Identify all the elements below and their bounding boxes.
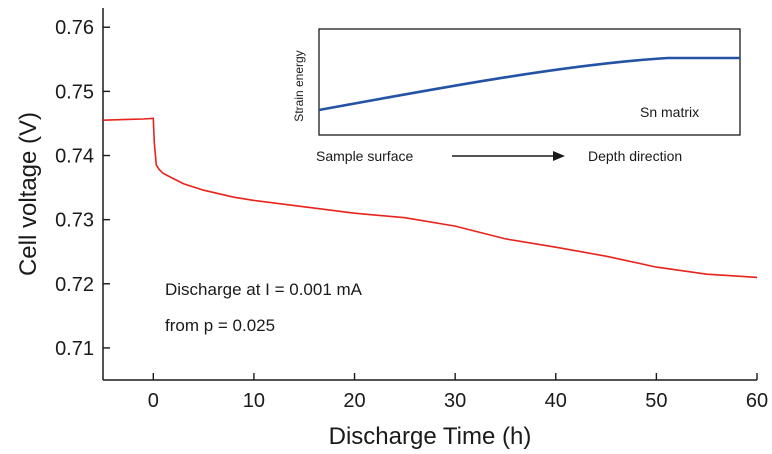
annotation-discharge-current: Discharge at I = 0.001 mA <box>165 280 363 299</box>
x-tick-label: 60 <box>746 390 768 412</box>
x-tick-label: 50 <box>645 390 667 412</box>
y-tick-label: 0.76 <box>55 17 94 39</box>
x-tick-label: 30 <box>444 390 466 412</box>
x-ticks: 0 10 20 30 40 50 60 <box>148 373 768 412</box>
inset-frame <box>318 28 741 136</box>
inset-strain-curve <box>318 56 740 112</box>
inset-strain-energy: Strain energy Sn matrix Sample surface D… <box>292 28 741 164</box>
depth-arrow-head <box>553 151 565 161</box>
y-tick-label: 0.71 <box>55 338 94 360</box>
y-tick-label: 0.74 <box>55 146 94 168</box>
x-tick-label: 10 <box>243 390 265 412</box>
y-ticks: 0.71 0.72 0.73 0.74 0.75 0.76 <box>55 17 110 360</box>
y-tick-label: 0.75 <box>55 81 94 103</box>
x-tick-label: 20 <box>343 390 365 412</box>
y-axis-title: Cell voltage (V) <box>15 112 42 276</box>
inset-depth-direction-label: Depth direction <box>588 148 682 164</box>
inset-y-label: Strain energy <box>292 50 306 121</box>
inset-sample-surface-label: Sample surface <box>316 148 413 164</box>
y-tick-label: 0.73 <box>55 210 94 232</box>
annotation-initial-p: from p = 0.025 <box>165 316 275 335</box>
x-tick-label: 0 <box>148 390 159 412</box>
y-tick-label: 0.72 <box>55 274 94 296</box>
voltage-series-line <box>102 117 758 279</box>
inset-sn-matrix-label: Sn matrix <box>640 104 699 120</box>
x-tick-label: 40 <box>545 390 567 412</box>
x-axis-title: Discharge Time (h) <box>329 423 532 450</box>
